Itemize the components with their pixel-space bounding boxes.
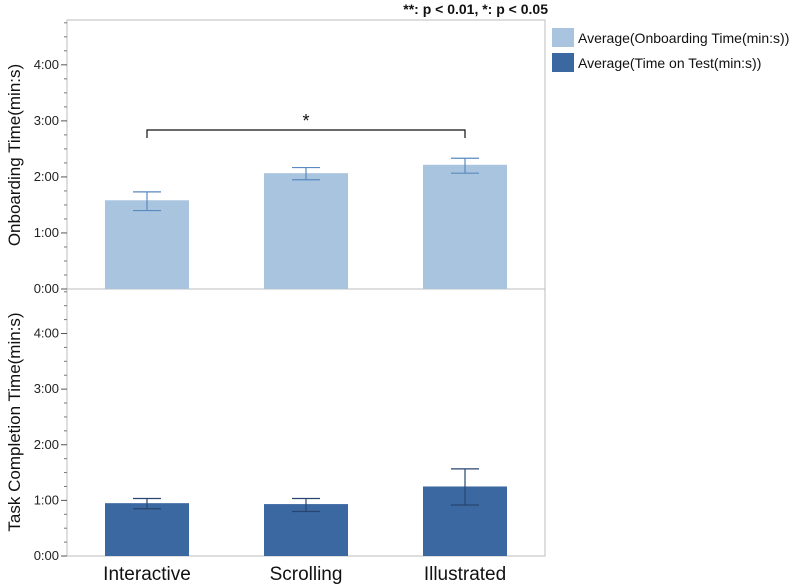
y-tick-label: 0:00 [34, 548, 59, 563]
legend-label-onboarding: Average(Onboarding Time(min:s)) [578, 30, 789, 46]
significance-bracket [146, 129, 466, 138]
y-tick-label: 3:00 [34, 381, 59, 396]
bar-scrolling [264, 504, 348, 556]
bar-scrolling [264, 173, 348, 289]
x-category-label: Scrolling [270, 564, 343, 585]
significance-note: **: p < 0.01, *: p < 0.05 [403, 1, 548, 17]
x-category-label: Illustrated [424, 564, 506, 585]
y-tick-label: 2:00 [34, 169, 59, 184]
y-tick-label: 2:00 [34, 437, 59, 452]
y-axis-title-onboarding: Onboarding Time(min:s) [5, 64, 24, 246]
y-tick-label: 0:00 [34, 281, 59, 296]
y-tick-label: 1:00 [34, 492, 59, 507]
bar-interactive [105, 503, 189, 556]
bar-illustrated [423, 164, 507, 289]
bar-interactive [105, 200, 189, 289]
y-tick-label: 1:00 [34, 225, 59, 240]
x-category-label: Interactive [103, 564, 191, 585]
legend-swatch-test [552, 53, 574, 72]
y-tick-label: 3:00 [34, 113, 59, 128]
y-tick-label: 4:00 [34, 326, 59, 341]
legend: Average(Onboarding Time(min:s)) Average(… [552, 28, 789, 72]
legend-swatch-onboarding [552, 28, 574, 47]
y-axis-title-task-completion: Task Completion Time(min:s) [5, 312, 24, 531]
significance-star: * [302, 111, 309, 131]
y-tick-label: 4:00 [34, 57, 59, 72]
legend-label-test: Average(Time on Test(min:s)) [578, 55, 761, 71]
